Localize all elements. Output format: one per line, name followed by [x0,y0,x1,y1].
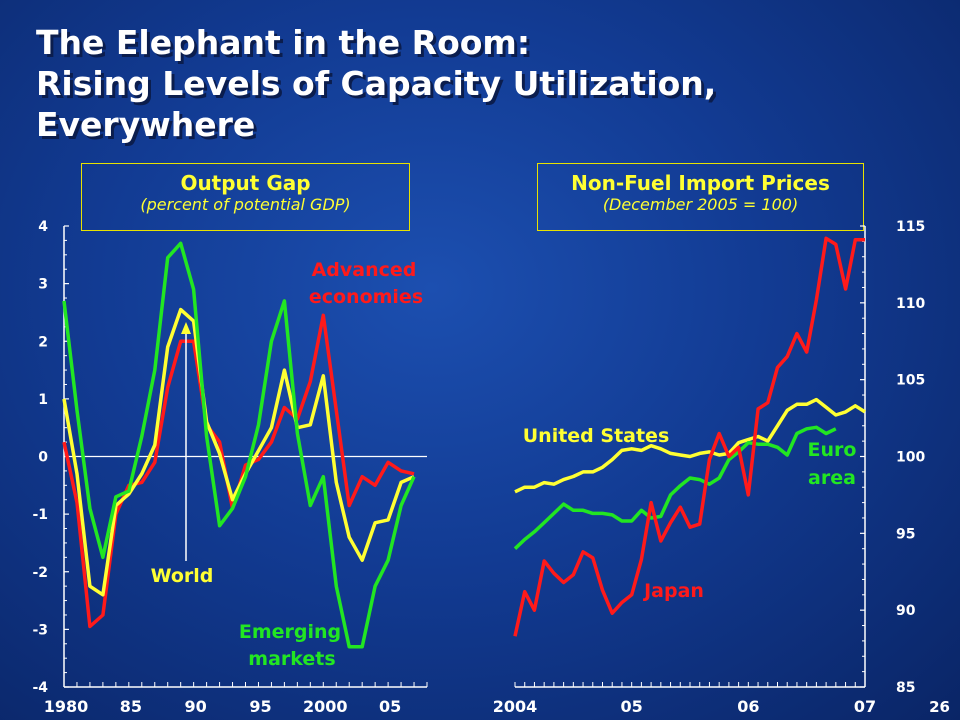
right-y-tick-label: 110 [896,296,925,312]
label-united-states: United States [523,425,670,447]
right-y-tick-label: 100 [896,450,925,466]
import-prices-title: Non-Fuel Import Prices [571,171,830,195]
left-y-tick-label: -2 [32,565,48,581]
left-y-tick-label: 0 [38,450,48,466]
series-line-japan [513,236,865,637]
slide-title: The Elephant in the Room: Rising Levels … [36,22,716,145]
left-x-tick-label: 85 [120,697,142,716]
right-y-tick-label: 85 [896,680,915,696]
output-gap-title-box: Output Gap (percent of potential GDP) [81,163,410,231]
import-prices-axes: 85 90 95 100 105 110 115 2004 05 06 07 [493,219,926,716]
import-prices-series [513,236,866,637]
title-line-3: Everywhere [36,105,256,144]
output-gap-axes: -4 -3 -2 -1 0 1 2 3 4 1980 85 90 95 2000 05 [32,219,428,716]
import-prices-subtitle: (December 2005 = 100) [602,195,799,214]
left-x-tick-label: 95 [249,697,271,716]
series-labels: Advanced economies World Emerging markets Uni… [151,259,857,670]
left-y-tick-label: -4 [32,680,48,696]
left-y-tick-label: 2 [38,334,48,350]
left-x-tick-label: 05 [379,697,401,716]
world-pointer-arrowhead [181,322,191,334]
left-x-tick-label: 1980 [44,697,89,716]
series-line-us [514,397,866,494]
label-emerging-markets: markets [248,648,335,670]
right-y-tick-label: 105 [896,373,925,389]
left-x-tick-label: 90 [185,697,207,716]
left-y-tick-label: 1 [38,392,48,408]
right-x-tick-label: 2004 [493,697,538,716]
left-x-tick-label: 2000 [303,697,348,716]
output-gap-title: Output Gap [180,171,311,195]
series-line-emerging [62,241,416,649]
right-x-tick-label: 07 [854,697,876,716]
title-line-2: Rising Levels of Capacity Utilization, [36,64,717,103]
right-y-tick-label: 95 [896,526,915,542]
output-gap-subtitle: (percent of potential GDP) [140,195,351,214]
right-y-tick-label: 115 [896,219,925,235]
left-y-tick-label: -1 [32,507,48,523]
right-x-tick-label: 05 [621,697,643,716]
right-x-tick-label: 06 [737,697,759,716]
page-number: 26 [929,698,950,716]
label-japan: Japan [642,580,704,602]
label-world: World [151,565,214,587]
label-emerging-markets: Emerging [239,621,341,643]
label-advanced-economies: economies [309,286,423,308]
series-line-advanced [62,313,415,629]
title-line-1: The Elephant in the Room: [36,23,531,62]
right-y-tick-label: 90 [896,603,916,619]
left-y-tick-label: 4 [38,219,48,235]
label-advanced-economies: Advanced [312,259,417,281]
series-line-euro [513,425,837,550]
label-euro-area: Euro [808,439,857,461]
series-line-world [62,307,415,597]
import-prices-title-box: Non-Fuel Import Prices (December 2005 = … [537,163,864,231]
label-euro-area: area [808,467,856,489]
left-y-tick-label: -3 [32,622,48,638]
left-y-tick-label: 3 [38,277,48,293]
output-gap-series [62,241,416,649]
